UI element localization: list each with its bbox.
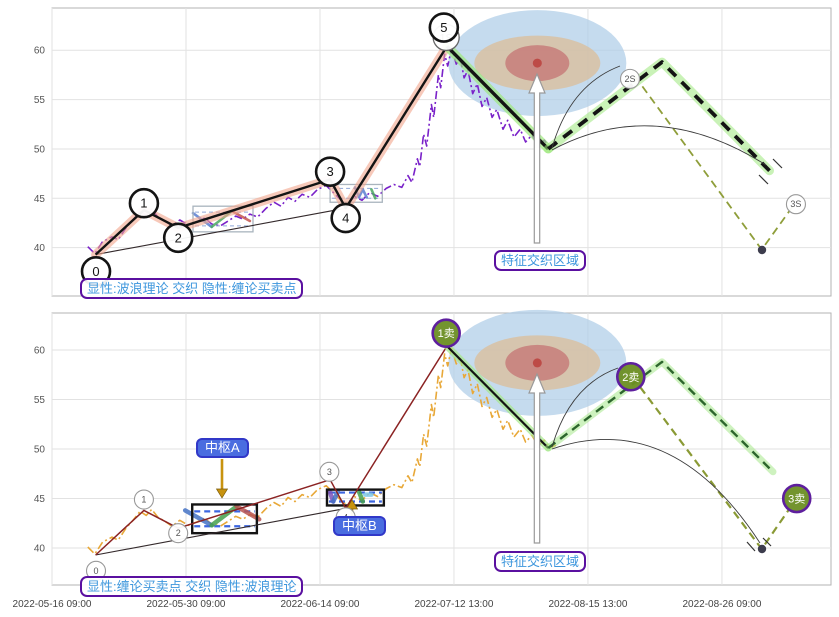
top-chart-caption: 显性:波浪理论 交织 隐性:缠论买卖点 (80, 278, 304, 299)
pivot-b-chip: 中枢B (333, 516, 386, 536)
trend-line (95, 207, 346, 256)
annotation-arc (551, 125, 767, 166)
explicit-chan-buysell-subplot: 4045505560012341卖2卖3卖 (34, 309, 832, 586)
bracket-tick (772, 158, 783, 169)
sell-solid-line (446, 345, 549, 449)
y-tick-label: 55 (34, 395, 46, 406)
marker-1: 1 (133, 489, 154, 510)
marker-5: 5 (428, 12, 460, 43)
price-line (87, 347, 557, 555)
y-tick-label: 60 (34, 346, 46, 357)
marker-2: 2 (162, 222, 194, 254)
feature-ellipse-center-dot (532, 358, 542, 368)
marker-3卖: 3卖 (781, 483, 812, 514)
top-feature-zone-label: 特征交织区域 (494, 250, 587, 271)
pivot-stroke (356, 489, 366, 504)
pivot-chip-arrow-head (345, 499, 359, 510)
pivot-stroke (182, 508, 214, 528)
sell-dashed-line (547, 60, 771, 173)
pivot-stroke (209, 504, 239, 528)
y-tick-label: 60 (34, 46, 46, 57)
pivot-box (191, 503, 259, 535)
svg-text:5: 5 (440, 20, 447, 35)
x-tick-label: 2022-06-14 09:00 (280, 599, 359, 610)
svg-text:0: 0 (92, 264, 99, 279)
svg-text:3: 3 (327, 467, 332, 477)
marker-2: 2 (168, 523, 189, 544)
trend-line (95, 507, 346, 556)
y-tick-label: 45 (34, 494, 46, 505)
marker-1: 1 (128, 187, 160, 219)
bottom-chart-caption: 显性:缠论买卖点 交织 隐性:波浪理论 (80, 576, 304, 597)
wave-line (95, 345, 448, 556)
marker-3: 3 (319, 461, 340, 482)
wave-line (94, 45, 449, 256)
x-tick-label: 2022-05-30 09:00 (147, 599, 226, 610)
bracket-tick (758, 174, 769, 185)
svg-text:3S: 3S (790, 199, 801, 209)
y-tick-label: 40 (34, 544, 46, 555)
pivot-stroke (370, 188, 377, 200)
sell-solid-line (445, 45, 550, 151)
sell-dashed-line (547, 360, 774, 473)
feature-ellipse-center-dot (532, 58, 542, 68)
y-tick-label: 50 (34, 445, 46, 456)
svg-text:0: 0 (94, 566, 99, 576)
x-tick-label: 2022-08-15 13:00 (548, 599, 627, 610)
x-tick-label: 2022-05-16 09:00 (13, 599, 92, 610)
terminal-dot (757, 245, 767, 255)
svg-text:2: 2 (175, 230, 182, 245)
pivot-a-chip: 中枢A (196, 438, 249, 458)
pivot-chip-arrow-head (215, 488, 229, 499)
marker-3: 3 (314, 156, 346, 187)
svg-text:1: 1 (141, 495, 146, 505)
svg-text:1: 1 (140, 196, 147, 211)
x-tick-label: 2022-08-26 09:00 (682, 599, 761, 610)
svg-text:2: 2 (176, 528, 181, 538)
svg-text:2S: 2S (625, 74, 636, 84)
bracket-tick (762, 537, 772, 547)
annotation-arc (551, 65, 621, 149)
marker-3S: 3S (785, 194, 806, 215)
bottom-feature-zone-label: 特征交织区域 (494, 551, 587, 572)
annotation-arc (551, 439, 761, 544)
y-tick-label: 50 (34, 144, 46, 155)
svg-text:1卖: 1卖 (438, 327, 455, 340)
marker-2S: 2S (619, 68, 641, 89)
y-tick-label: 55 (34, 95, 46, 106)
y-tick-label: 45 (34, 194, 46, 205)
feature-zone-arrow (528, 372, 546, 544)
svg-text:3卖: 3卖 (788, 493, 805, 506)
feature-zone-arrow (528, 72, 546, 244)
svg-text:3: 3 (326, 164, 333, 179)
marker-1卖: 1卖 (431, 318, 461, 348)
y-tick-label: 40 (34, 243, 46, 254)
explicit-wave-theory-subplot: 40455055601S0123452S3S (34, 7, 832, 297)
marker-2卖: 2卖 (615, 361, 646, 392)
marker-4: 4 (330, 202, 361, 234)
svg-text:2卖: 2卖 (622, 371, 639, 384)
terminal-dot (757, 544, 767, 554)
annotation-arc (551, 367, 619, 448)
bracket-tick (746, 541, 756, 552)
x-tick-label: 2022-07-12 13:00 (414, 599, 493, 610)
svg-text:4: 4 (342, 211, 349, 226)
